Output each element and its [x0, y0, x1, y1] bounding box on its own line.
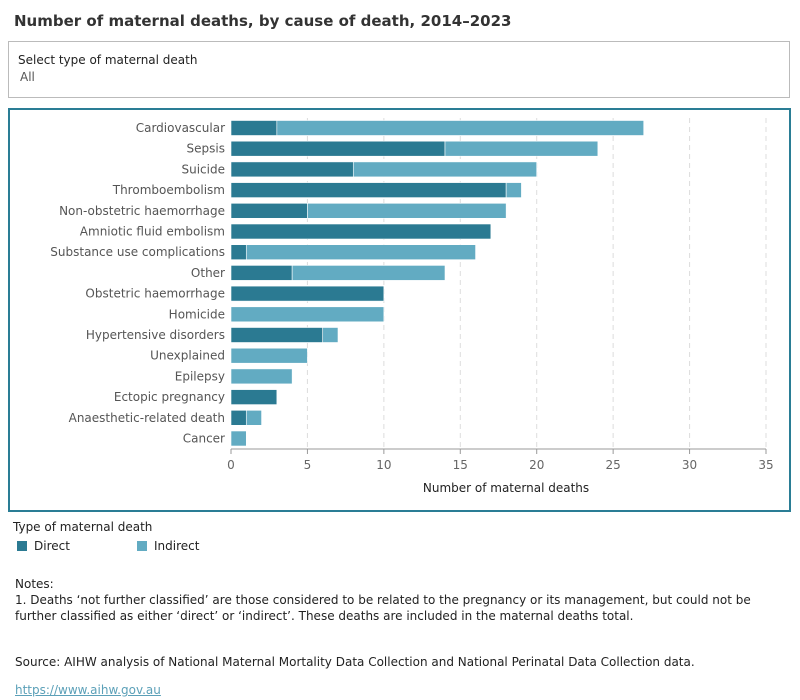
- legend-title: Type of maternal death: [13, 520, 153, 534]
- x-axis-title: Number of maternal deaths: [423, 481, 589, 495]
- bar-segment: [230, 389, 278, 405]
- bar-segment: [322, 327, 339, 343]
- bar-segment: [230, 223, 492, 240]
- bar-segment: [230, 327, 324, 343]
- bar-segment: [276, 120, 645, 136]
- x-tick-label: 30: [682, 458, 697, 472]
- bar-segment: [291, 265, 446, 281]
- y-tick-label: Non-obstetric haemorrhage: [59, 204, 225, 218]
- bar-segment: [245, 244, 476, 260]
- x-tick-label: 25: [606, 458, 621, 472]
- source: Source: AIHW analysis of National Matern…: [15, 642, 785, 698]
- y-tick-label: Ectopic pregnancy: [114, 390, 225, 404]
- y-tick-label: Epilepsy: [175, 369, 225, 383]
- legend-swatch: [17, 541, 27, 551]
- y-tick-label: Cardiovascular: [136, 121, 225, 135]
- bar-segment: [230, 140, 446, 157]
- y-tick-label: Homicide: [169, 307, 225, 321]
- filter-dropdown[interactable]: Select type of maternal death All: [8, 41, 790, 98]
- bar-segment: [245, 409, 262, 426]
- x-tick-label: 0: [227, 458, 235, 472]
- y-tick-label: Hypertensive disorders: [86, 328, 225, 342]
- filter-label: Select type of maternal death: [18, 53, 198, 67]
- y-tick-label: Other: [191, 266, 225, 280]
- chart-frame: [8, 108, 791, 512]
- y-tick-label: Cancer: [183, 432, 225, 446]
- legend-label: Direct: [34, 539, 70, 553]
- x-tick-label: 15: [453, 458, 468, 472]
- y-tick-label: Sepsis: [187, 142, 225, 156]
- x-tick-label: 20: [529, 458, 544, 472]
- bar-segment: [352, 161, 538, 178]
- bar-segment: [230, 306, 385, 323]
- bar-segment: [230, 430, 247, 447]
- y-tick-label: Amniotic fluid embolism: [80, 225, 225, 239]
- bar-segment: [230, 265, 293, 281]
- bar-segment: [230, 285, 385, 302]
- bar-segment: [230, 409, 247, 426]
- bar-segment: [230, 347, 308, 364]
- y-tick-label: Thromboembolism: [112, 183, 225, 197]
- note-text: 1. Deaths ‘not further classified’ are t…: [15, 593, 751, 623]
- bar-segment: [444, 140, 599, 157]
- x-tick-label: 10: [376, 458, 391, 472]
- bar-segment: [230, 161, 354, 178]
- y-tick-label: Unexplained: [150, 349, 225, 363]
- bar-segment: [230, 368, 293, 385]
- y-tick-label: Suicide: [182, 162, 226, 176]
- bar-segment: [505, 182, 522, 198]
- x-tick-label: 5: [304, 458, 312, 472]
- bar-segment: [230, 120, 278, 136]
- notes-heading: Notes:: [15, 577, 54, 591]
- legend-label: Indirect: [154, 539, 200, 553]
- y-tick-label: Anaesthetic-related death: [69, 411, 225, 425]
- y-tick-label: Obstetric haemorrhage: [85, 287, 225, 301]
- y-tick-label: Substance use complications: [50, 245, 225, 259]
- chart: Number of maternal deaths 0 5 10 15 20 25 30 35…: [8, 108, 791, 553]
- bar-segment: [230, 203, 308, 219]
- x-tick-label: 35: [758, 458, 773, 472]
- bar-segment: [230, 182, 507, 198]
- page-title: Number of maternal deaths, by cause of d…: [14, 12, 512, 30]
- filter-value[interactable]: All: [20, 70, 35, 84]
- source-link[interactable]: https://www.aihw.gov.au: [15, 683, 161, 697]
- source-text: Source: AIHW analysis of National Matern…: [15, 655, 695, 669]
- bar-segment: [307, 203, 507, 219]
- bar-segment: [230, 244, 247, 260]
- notes: Notes: 1. Deaths ‘not further classified…: [15, 576, 785, 624]
- legend-swatch: [137, 541, 147, 551]
